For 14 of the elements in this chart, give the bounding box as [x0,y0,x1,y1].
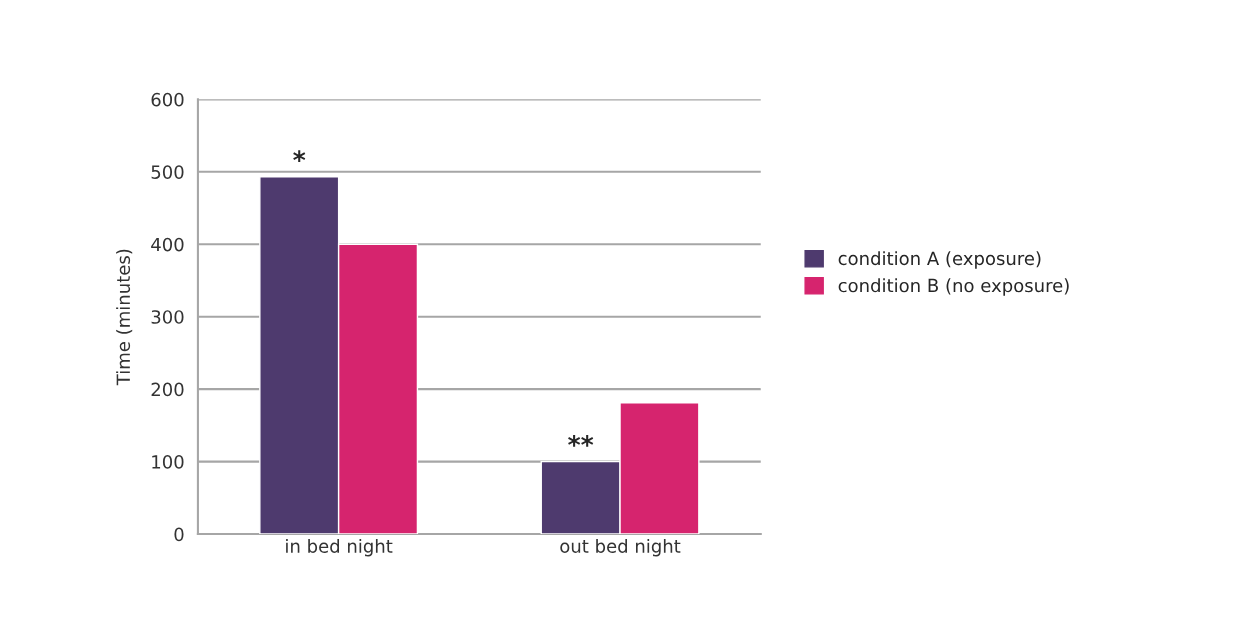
x-tick-label: in bed night [286,538,393,557]
annotation: ** [568,435,594,447]
x-tick-label: out bed night [560,538,681,557]
y-tick-label: 100 [152,455,184,469]
annotation: * [293,150,306,162]
y-tick-label: 400 [151,237,184,252]
legend-label: condition B (no exposure) [838,278,1069,296]
y-tick-label: 600 [151,92,184,107]
y-tick-label: 300 [151,310,184,324]
y-tick-label: 500 [151,165,184,179]
y-tick-label: 0 [174,527,184,542]
legend-label: condition A (exposure) [838,251,1041,269]
y-tick-label: 200 [151,382,184,397]
y-axis-title: Time (minutes) [116,249,133,386]
